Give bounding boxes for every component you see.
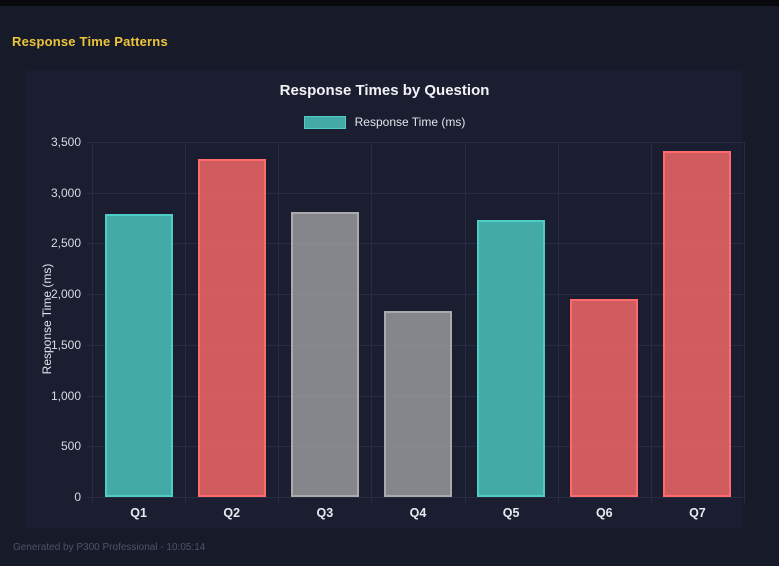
- bar-q7[interactable]: [663, 151, 732, 497]
- bar-q3[interactable]: [290, 212, 359, 497]
- y-tick-mark: [87, 192, 92, 194]
- plot-area: 0 500 1,000 1,500 2,000 2,500 3,000 3,500 Q1 Q2 Q3…: [51, 135, 745, 520]
- gridline-vertical: [557, 142, 559, 497]
- chart-panel: Response Times by Question Response Time…: [26, 71, 745, 528]
- gridline-vertical: [371, 142, 373, 497]
- x-tick-label-q3: Q3: [316, 506, 334, 520]
- gridline-vertical: [185, 142, 187, 497]
- x-tick-mark: [371, 497, 373, 503]
- y-tick-label: 500: [60, 439, 81, 454]
- footer-text: Generated by P300 Professional - 10:05:1…: [13, 542, 206, 553]
- bar-q2[interactable]: [197, 159, 266, 497]
- gridline-vertical: [278, 142, 280, 497]
- y-tick-label: 3,500: [50, 135, 81, 149]
- y-tick-mark: [87, 446, 92, 448]
- x-tick-mark: [650, 497, 652, 503]
- y-tick-mark: [87, 395, 92, 397]
- gridline-horizontal: [92, 243, 744, 245]
- y-tick-label: 0: [74, 490, 81, 504]
- bar-q4[interactable]: [384, 310, 452, 497]
- x-tick-mark: [278, 497, 280, 503]
- y-tick-mark: [87, 142, 92, 143]
- x-tick-mark: [744, 497, 745, 503]
- x-tick-label-q7: Q7: [689, 506, 706, 520]
- legend-swatch: [303, 115, 346, 129]
- y-tick-label: 2,000: [50, 287, 81, 302]
- gridline-vertical: [744, 142, 745, 497]
- y-axis-title: Response Time (ms): [40, 263, 54, 375]
- gridline-horizontal: [92, 497, 744, 498]
- chart-legend[interactable]: Response Time (ms): [26, 115, 743, 129]
- legend-label: Response Time (ms): [354, 115, 466, 129]
- x-tick-label-q1: Q1: [130, 506, 147, 520]
- y-tick-mark: [87, 294, 92, 296]
- x-tick-mark: [92, 497, 93, 503]
- gridline-vertical: [464, 142, 466, 497]
- x-tick-mark: [185, 497, 187, 503]
- gridline-vertical: [92, 142, 93, 497]
- x-tick-label-q4: Q4: [409, 506, 427, 520]
- x-tick-mark: [464, 497, 466, 503]
- bar-q6[interactable]: [570, 299, 639, 497]
- y-tick-mark: [87, 497, 92, 498]
- x-tick-label-q2: Q2: [223, 506, 241, 520]
- y-tick-label: 1,500: [50, 337, 81, 352]
- y-tick-label: 2,500: [50, 236, 81, 251]
- bar-q5[interactable]: [477, 220, 546, 497]
- bar-q1[interactable]: [104, 214, 173, 497]
- y-tick-label: 1,000: [50, 388, 81, 403]
- y-tick-mark: [87, 344, 92, 346]
- x-tick-label-q5: Q5: [502, 506, 520, 520]
- page-title: Response Time Patterns: [12, 34, 168, 49]
- window-top-strip: [0, 0, 779, 6]
- x-tick-label-q6: Q6: [595, 506, 613, 520]
- y-tick-mark: [87, 243, 92, 245]
- gridline-horizontal: [92, 142, 744, 143]
- x-tick-mark: [557, 497, 559, 503]
- gridline-vertical: [650, 142, 652, 497]
- chart-title: Response Times by Question: [279, 82, 490, 99]
- gridline-horizontal: [92, 192, 744, 194]
- y-tick-label: 3,000: [50, 185, 81, 200]
- gridline-horizontal: [92, 294, 744, 296]
